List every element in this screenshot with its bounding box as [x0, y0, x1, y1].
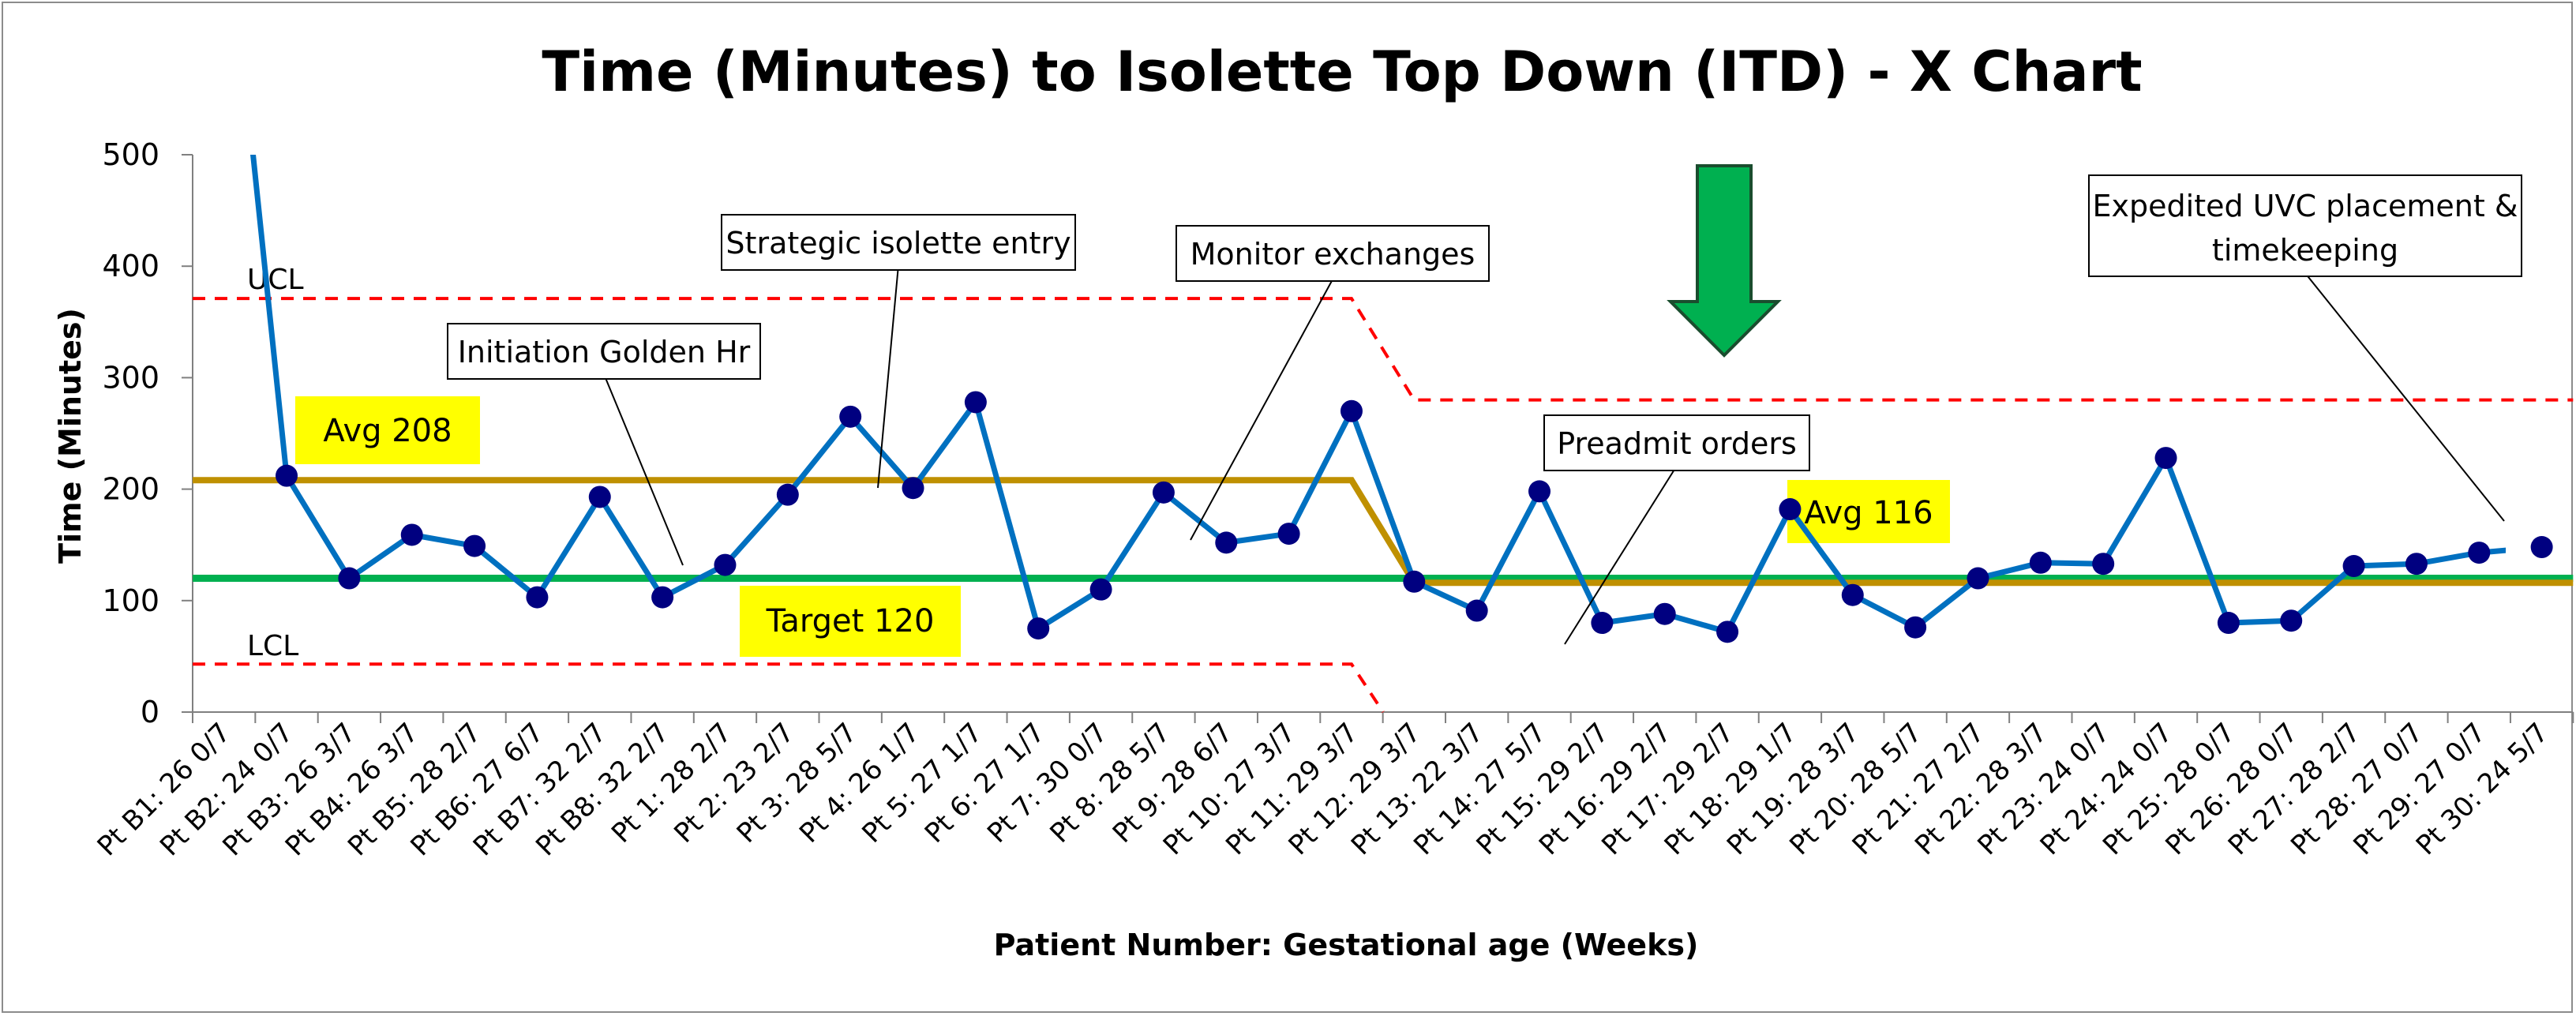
- svg-text:Strategic isolette entry: Strategic isolette entry: [726, 226, 1071, 261]
- data-point: [588, 486, 611, 508]
- data-point: [1465, 599, 1488, 622]
- callout-initiation-golden-hr: Initiation Golden Hr: [447, 323, 761, 566]
- data-point: [526, 586, 549, 609]
- data-point: [2468, 542, 2491, 564]
- data-point: [2280, 609, 2303, 632]
- svg-text:Initiation Golden Hr: Initiation Golden Hr: [458, 335, 751, 369]
- data-point: [2342, 555, 2365, 578]
- series-markers: [276, 391, 2553, 643]
- data-point: [2092, 553, 2115, 575]
- y-tick-label: 500: [102, 137, 159, 172]
- data-point: [776, 483, 799, 506]
- x-tick-labels: Pt B1: 26 0/7Pt B2: 24 0/7Pt B3: 26 3/7P…: [92, 717, 2555, 862]
- avg-after-label: Avg 116: [1787, 480, 1950, 543]
- ucl-line: [193, 297, 2574, 402]
- svg-text:Avg 116: Avg 116: [1804, 495, 1933, 531]
- data-point: [1528, 480, 1551, 503]
- data-point: [714, 553, 737, 576]
- data-point: [2405, 553, 2428, 575]
- callout-monitor-exchanges: Monitor exchanges: [1176, 225, 1490, 541]
- series-itd-time: [250, 155, 2506, 635]
- data-point: [1779, 498, 1802, 521]
- data-point: [1215, 531, 1238, 554]
- y-axis-title: Time (Minutes): [53, 308, 88, 564]
- ucl-label: UCL: [247, 264, 304, 296]
- data-point: [1904, 616, 1927, 639]
- data-point: [463, 534, 486, 557]
- svg-text:Avg 208: Avg 208: [323, 413, 452, 449]
- svg-text:Expedited UVC placement &: Expedited UVC placement &: [2093, 189, 2518, 223]
- y-tick-label: 200: [102, 472, 159, 507]
- callout-strategic-isolette-entry: Strategic isolette entry: [721, 214, 1076, 489]
- lcl-label: LCL: [247, 630, 298, 662]
- data-point: [1340, 399, 1363, 422]
- data-point: [1653, 602, 1676, 625]
- lcl-line: [193, 662, 1385, 714]
- data-point: [902, 477, 924, 500]
- data-point: [964, 391, 987, 414]
- data-point: [651, 586, 674, 609]
- chart-title: Time (Minutes) to Isolette Top Down (ITD…: [542, 39, 2142, 104]
- y-tick-label: 0: [141, 695, 159, 729]
- data-point: [839, 405, 862, 428]
- svg-text:Target 120: Target 120: [766, 603, 935, 639]
- data-point: [2530, 536, 2553, 559]
- svg-text:timekeeping: timekeeping: [2212, 233, 2398, 268]
- data-point: [1152, 481, 1175, 504]
- svg-text:Preadmit orders: Preadmit orders: [1557, 426, 1797, 461]
- callout-expedited-uvc-placement: Expedited UVC placement & timekeeping: [2088, 174, 2522, 522]
- data-point: [2217, 612, 2240, 635]
- down-arrow-icon: [1667, 164, 1782, 358]
- series-line: [250, 155, 2506, 635]
- y-tick-label: 300: [102, 360, 159, 395]
- data-point: [1277, 523, 1300, 545]
- data-point: [1716, 620, 1739, 643]
- data-point: [1967, 567, 1989, 590]
- data-point: [1027, 617, 1050, 640]
- average-line: [193, 477, 2574, 587]
- callout-preadmit-orders: Preadmit orders: [1543, 414, 1810, 645]
- y-tick-label: 400: [102, 249, 159, 283]
- data-point: [400, 523, 423, 546]
- data-point: [2029, 551, 2052, 574]
- avg-before-label: Avg 208: [295, 396, 480, 464]
- y-tick-labels: 0 100 200 300 400 500: [102, 137, 159, 729]
- data-point: [1591, 612, 1614, 635]
- target-label: Target 120: [740, 586, 961, 657]
- data-point: [338, 567, 361, 590]
- data-point: [1403, 570, 1426, 593]
- reference-lines: [193, 297, 2574, 714]
- data-point: [1841, 583, 1864, 606]
- y-tick-label: 100: [102, 583, 159, 618]
- data-point: [276, 464, 298, 487]
- data-point: [1089, 578, 1112, 601]
- svg-text:Monitor exchanges: Monitor exchanges: [1191, 237, 1475, 272]
- data-point: [2154, 447, 2177, 470]
- x-axis-title: Patient Number: Gestational age (Weeks): [994, 928, 1699, 962]
